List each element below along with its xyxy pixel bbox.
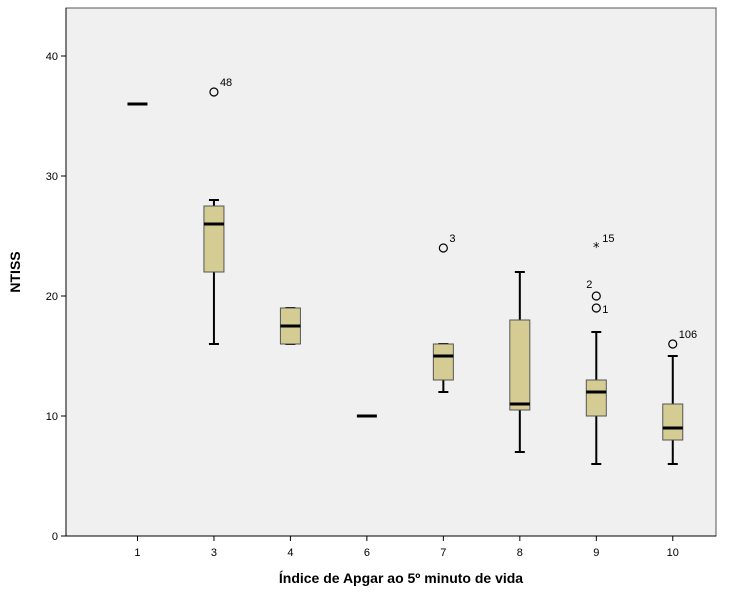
- outlier-106: 106: [668, 329, 697, 349]
- outliers: 48 3 *15 2 1 106: [209, 77, 697, 349]
- x-tick-label: 6: [364, 547, 370, 559]
- y-tick-label: 10: [46, 411, 58, 423]
- y-tick-label: 30: [46, 171, 58, 183]
- outlier-circle-icon: [668, 339, 678, 349]
- iqr-box: [662, 403, 684, 441]
- y-axis-title: NTISS: [7, 251, 23, 292]
- x-tick-label: 3: [211, 547, 217, 559]
- y-tick-label: 20: [46, 291, 58, 303]
- x-tick-label: 10: [667, 547, 679, 559]
- iqr-box: [203, 205, 225, 273]
- outlier-15: *15: [593, 233, 615, 256]
- outlier-circle-icon: [438, 243, 448, 253]
- box-7: [432, 343, 454, 393]
- outlier-2: 2: [586, 279, 601, 301]
- outlier-3: 3: [438, 233, 455, 253]
- outlier-label: 1: [602, 304, 608, 316]
- y-tick-label: 0: [52, 531, 58, 543]
- box-9: [585, 331, 607, 465]
- outlier-label: 15: [602, 233, 614, 245]
- x-tick-label: 1: [134, 547, 140, 559]
- boxes: [127, 102, 684, 465]
- outlier-star-icon: *: [593, 241, 600, 256]
- outlier-circle-icon: [591, 303, 601, 313]
- outlier-1: 1: [591, 303, 608, 316]
- plot-area: [65, 7, 717, 537]
- outlier-label: 106: [679, 329, 697, 341]
- x-axis-title: Índice de Apgar ao 5º minuto de vida: [279, 570, 523, 586]
- outlier-label: 48: [220, 77, 232, 89]
- box-8: [509, 271, 531, 453]
- iqr-box: [432, 343, 454, 381]
- y-tick-label: 40: [46, 51, 58, 63]
- x-tick-label: 7: [440, 547, 446, 559]
- x-tick-label: 8: [517, 547, 523, 559]
- outlier-label: 2: [586, 279, 592, 291]
- axes: 0 10 20 30 40 1 3 4 6 7 8 9 10: [46, 8, 716, 559]
- outlier-48: 48: [209, 77, 232, 97]
- box-10: [662, 355, 684, 465]
- iqr-box: [509, 319, 531, 411]
- outlier-label: 3: [449, 233, 455, 245]
- box-4: [279, 307, 301, 345]
- x-tick-label: 9: [593, 547, 599, 559]
- outlier-circle-icon: [591, 291, 601, 301]
- outlier-circle-icon: [209, 87, 219, 97]
- x-tick-label: 4: [287, 547, 293, 559]
- iqr-box: [585, 379, 607, 417]
- box-3: [203, 199, 225, 345]
